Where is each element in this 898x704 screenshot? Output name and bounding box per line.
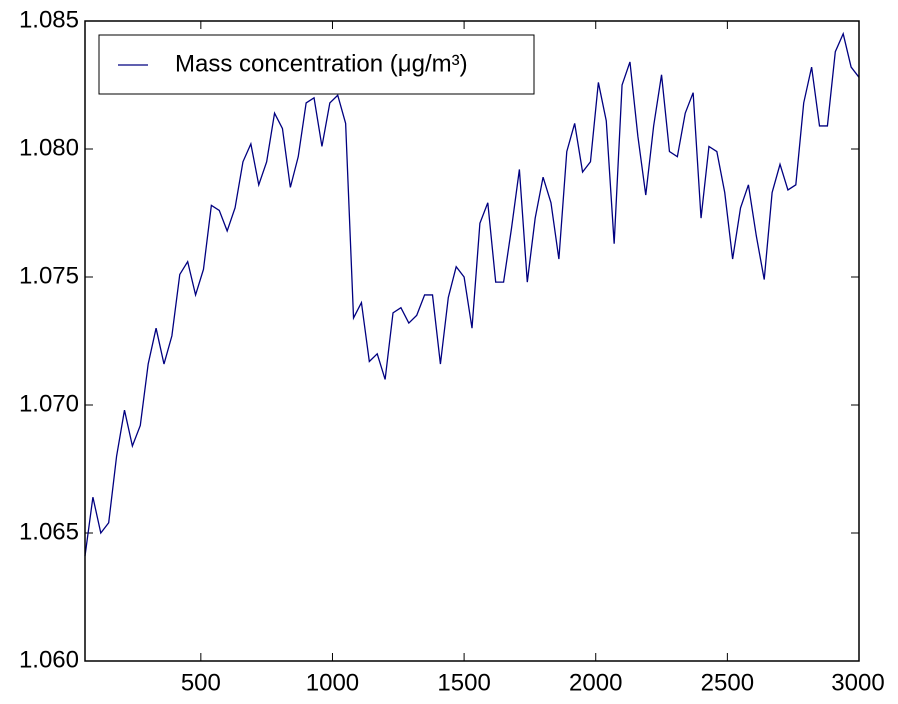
x-tick-label: 1500 bbox=[437, 669, 490, 696]
x-tick-label: 1000 bbox=[306, 669, 359, 696]
y-tick-label: 1.080 bbox=[19, 134, 79, 161]
legend-label: Mass concentration (μg/m³) bbox=[175, 50, 468, 77]
plot-frame bbox=[84, 20, 860, 662]
y-tick-label: 1.065 bbox=[19, 518, 79, 545]
legend-box bbox=[98, 34, 535, 95]
x-tick-label: 500 bbox=[181, 669, 221, 696]
data-line bbox=[84, 31, 860, 557]
y-tick-label: 1.060 bbox=[19, 646, 79, 673]
x-tick-label: 3000 bbox=[831, 669, 884, 696]
x-tick-label: 2000 bbox=[569, 669, 622, 696]
y-tick-label: 1.075 bbox=[19, 262, 79, 289]
x-tick-label: 2500 bbox=[701, 669, 754, 696]
y-tick-label: 1.085 bbox=[19, 6, 79, 33]
y-tick-label: 1.070 bbox=[19, 390, 79, 417]
